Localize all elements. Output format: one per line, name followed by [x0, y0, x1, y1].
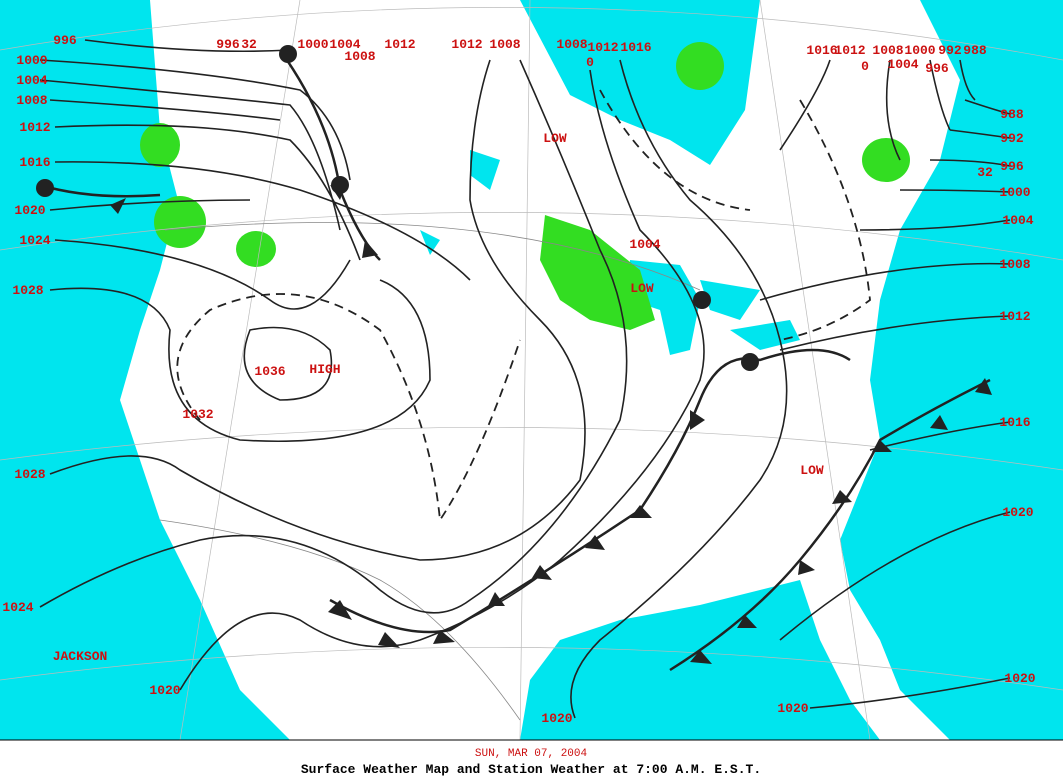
occluded-symbol [36, 179, 54, 197]
isobar-label: 992 [938, 43, 962, 58]
isobar-label: 0 [586, 55, 594, 70]
place-label: JACKSON [53, 649, 108, 664]
isobar-label: 1008 [344, 49, 375, 64]
pacific-ocean [0, 0, 290, 740]
isobar-label: 1020 [541, 711, 572, 726]
date: SUN, MAR 07, 2004 [475, 748, 588, 760]
isobar-label: 1000 [16, 53, 47, 68]
isobar-label: 1004 [1002, 213, 1033, 228]
isobar [39, 39, 361, 261]
isobar-label: 1012 [19, 120, 50, 135]
trough [176, 293, 521, 523]
isobar-label: 1008 [489, 37, 520, 52]
isobar-label: 996 [1000, 159, 1024, 174]
isobar-label: 1012 [587, 40, 618, 55]
warm-front-symbol [693, 291, 711, 309]
warm-front-symbol [741, 353, 759, 371]
isobars [39, 39, 1011, 719]
isobar-label: 1000 [904, 43, 935, 58]
isobar-label: 1008 [872, 43, 903, 58]
isobar [39, 59, 628, 614]
precip-area [676, 42, 724, 90]
isobar-label: 0 [861, 59, 869, 74]
lakes [420, 150, 500, 255]
isobar-label: 1016 [806, 43, 837, 58]
isobar [779, 59, 976, 161]
isobar-label: 988 [963, 43, 987, 58]
isobar-label: 1020 [777, 701, 808, 716]
isobar-label: 996 [53, 33, 77, 48]
precip-area [540, 215, 655, 330]
isobar-label: 1012 [834, 43, 865, 58]
precip-area [154, 196, 206, 248]
pressure-system: LOW [800, 463, 824, 478]
isobar-label: 32 [241, 37, 257, 52]
isobar-label: 988 [1000, 107, 1024, 122]
pressure-system: LOW [543, 131, 567, 146]
isobar-label: 1020 [1004, 671, 1035, 686]
isobar-label: 1024 [19, 233, 50, 248]
isobar-label: 32 [977, 165, 993, 180]
isobar-label: 1000 [999, 185, 1030, 200]
isobar-label: 1004 [329, 37, 360, 52]
isobar [759, 262, 1011, 709]
isobar-label: 1020 [1002, 505, 1033, 520]
isobar-label: 1012 [384, 37, 415, 52]
pressure-system: LOW [630, 281, 654, 296]
pressure-system: HIGH [309, 362, 340, 377]
isobar-label: 1004 [16, 73, 47, 88]
hudson-bay [520, 0, 760, 165]
isobar-label: 1016 [620, 40, 651, 55]
isobar-label: 1028 [14, 467, 45, 482]
isobar [49, 59, 586, 561]
isobar-label: 996 [216, 37, 240, 52]
great-lakes [630, 260, 800, 355]
isobar-label: 1036 [254, 364, 285, 379]
isobar-label: 1016 [19, 155, 50, 170]
isobar-label: 996 [925, 61, 949, 76]
isobar-label: 1020 [14, 203, 45, 218]
isobar-label: 1016 [999, 415, 1030, 430]
precip-area [140, 123, 180, 167]
isobar-label: 1028 [12, 283, 43, 298]
isobar-label: 1024 [2, 600, 33, 615]
isobar [179, 69, 705, 691]
isobar-label: 1004 [629, 237, 660, 252]
isobar [49, 161, 471, 443]
title: Surface Weather Map and Station Weather … [301, 762, 761, 777]
isobar-label: 1008 [556, 37, 587, 52]
isobar-label: 1004 [887, 57, 918, 72]
isobar [859, 99, 1011, 231]
isobar-label: 1012 [451, 37, 482, 52]
cold-front [669, 378, 991, 672]
border [159, 222, 701, 721]
longitude-line [179, 0, 871, 741]
graticule [0, 0, 1063, 741]
fronts [36, 45, 992, 672]
isobar-label: 1012 [999, 309, 1030, 324]
isobar-label: 1008 [16, 93, 47, 108]
warm-front-symbol [331, 176, 349, 194]
isobar-label: 1000 [297, 37, 328, 52]
isobar-label: 1020 [149, 683, 180, 698]
isobar-label: 1008 [999, 257, 1030, 272]
atlantic-ocean [840, 0, 1063, 740]
trough [599, 89, 871, 341]
warm-front-symbol [279, 45, 297, 63]
isobar [570, 59, 788, 719]
isobar [243, 326, 333, 401]
precip-area [862, 138, 910, 182]
cold-front [329, 348, 851, 634]
precip-area [236, 231, 276, 267]
precipitation [140, 42, 910, 330]
latitude-line [0, 7, 1063, 691]
isobar-label: 1032 [182, 407, 213, 422]
isobar-label: 992 [1000, 131, 1024, 146]
